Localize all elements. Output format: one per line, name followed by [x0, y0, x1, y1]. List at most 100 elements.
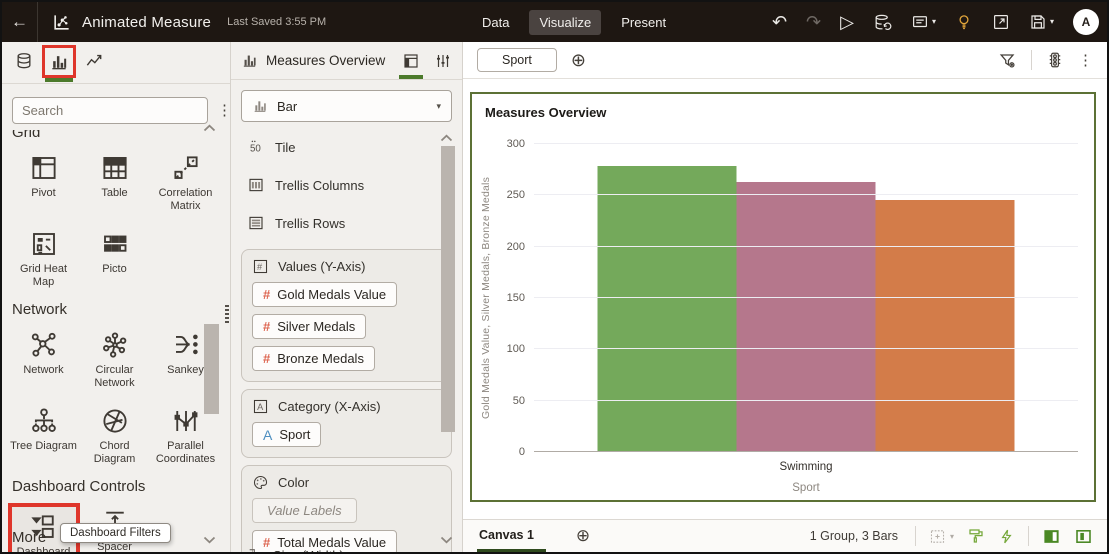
gridline: [534, 143, 1078, 144]
section-title: Dashboard Controls: [12, 477, 146, 495]
grammar-row-tile[interactable]: 50 Tile: [231, 128, 462, 166]
user-avatar[interactable]: A: [1073, 9, 1099, 35]
field-pill-label: Total Medals Value: [277, 535, 387, 550]
bar-silver-medals[interactable]: [736, 181, 876, 452]
mode-tabs: Data Visualize Present: [472, 9, 676, 35]
viz-item-grid-heat-map[interactable]: Grid Heat Map: [9, 225, 79, 289]
measure-icon: #: [263, 535, 271, 550]
x-axis-tick-label: Swimming: [779, 461, 833, 473]
section-collapse-chevron-up-icon[interactable]: [203, 124, 216, 132]
grammar-group-values-y-axis-: # Values (Y-Axis) # Gold Medals Value # Silve…: [241, 249, 452, 382]
sankey-icon: [171, 330, 201, 360]
add-canvas-plus-icon[interactable]: ⊕: [575, 526, 591, 545]
viz-title: Measures Overview: [266, 53, 386, 68]
viz-item-sankey[interactable]: Sankey: [151, 326, 221, 390]
grammar-scroll-up-chevron-icon[interactable]: [440, 134, 453, 142]
category-box-icon: A: [252, 398, 269, 415]
gridline: [534, 245, 1078, 247]
auto-insights-lightbulb-icon[interactable]: [955, 13, 973, 31]
canvas-kebab-menu-icon[interactable]: ⋮: [1078, 52, 1093, 69]
viz-item-label: Network: [23, 363, 64, 376]
bar-bronze-medals[interactable]: [875, 199, 1015, 452]
svg-text:#: #: [257, 262, 263, 272]
layout-panel-center-icon[interactable]: [1074, 527, 1093, 546]
canvas-area: Sport ⊕ ⋮ Measures Overview: [463, 42, 1107, 552]
section-items: Dashboard FiltersSpacer: [7, 502, 230, 552]
y-axis-tick: 250: [506, 189, 525, 202]
measure-icon: #: [263, 319, 271, 334]
viz-item-correlation-matrix[interactable]: Correlation Matrix: [151, 149, 221, 213]
field-pill-label: Silver Medals: [277, 319, 356, 334]
redo-icon[interactable]: ↷: [806, 12, 822, 32]
viz-item-label: Dashboard Filters: [16, 545, 71, 552]
mode-tab-visualize[interactable]: Visualize: [529, 9, 602, 35]
notes-icon[interactable]: ▾: [911, 13, 936, 31]
filter-settings-funnel-icon[interactable]: [998, 51, 1017, 70]
x-axis-title: Sport: [792, 482, 820, 494]
y-axis-tick: 100: [506, 343, 525, 356]
bar-chart-visualization[interactable]: Measures Overview Gold Medals Value, Sil…: [470, 92, 1096, 502]
search-options-kebab-icon[interactable]: ⋮: [217, 102, 231, 119]
grammar-row-trellis-rows[interactable]: Trellis Rows: [231, 204, 462, 242]
viz-item-table[interactable]: Table: [80, 149, 150, 213]
traffic-light-icon[interactable]: [1046, 51, 1064, 69]
left-panel-scrollbar[interactable]: [204, 324, 219, 414]
last-saved-label: Last Saved 3:55 PM: [227, 16, 327, 28]
grammar-row-label: Trellis Rows: [275, 215, 346, 231]
save-icon[interactable]: ▾: [1029, 13, 1054, 31]
panel-resize-gripper[interactable]: [225, 305, 229, 325]
lightning-bolt-icon[interactable]: [998, 528, 1015, 545]
preview-play-icon[interactable]: ▷: [840, 12, 854, 32]
field-pill-gold-medals-value[interactable]: # Gold Medals Value: [252, 282, 398, 307]
grammar-scroll-down-chevron-icon[interactable]: [440, 536, 453, 544]
analytics-tab-icon[interactable]: [84, 51, 104, 71]
filter-bar: Sport ⊕ ⋮: [463, 42, 1107, 79]
search-input[interactable]: [12, 96, 208, 124]
table-icon: [100, 153, 130, 183]
y-axis-tick: 150: [506, 292, 525, 304]
field-pill-silver-medals[interactable]: # Silver Medals: [252, 314, 367, 339]
canvas-layout-grid-icon[interactable]: ▾: [929, 528, 954, 545]
viz-item-pivot[interactable]: Pivot: [9, 149, 79, 213]
chart-type-select[interactable]: Bar ▾: [241, 90, 452, 122]
y-axis-tick: 0: [518, 446, 525, 458]
grammar-row-trellis-columns[interactable]: Trellis Columns: [231, 166, 462, 204]
mode-tab-present[interactable]: Present: [621, 14, 667, 30]
viz-item-label: Parallel Coordinates: [155, 439, 216, 465]
open-in-new-window-icon[interactable]: [992, 13, 1010, 31]
drop-target-value-labels[interactable]: Value Labels: [252, 498, 357, 523]
properties-tab-icon[interactable]: [434, 42, 452, 79]
mode-tab-data[interactable]: Data: [482, 14, 510, 30]
paint-roller-icon[interactable]: [967, 527, 985, 545]
canvas-tab[interactable]: Canvas 1: [477, 520, 546, 552]
visualizations-tab-icon[interactable]: [42, 45, 76, 78]
refresh-data-icon[interactable]: [873, 13, 892, 32]
field-pill-sport[interactable]: A Sport: [252, 422, 322, 447]
search-row: ⋮: [2, 90, 230, 130]
grammar-tab-icon[interactable]: [399, 42, 423, 79]
viz-item-chord-diagram[interactable]: Chord Diagram: [80, 402, 150, 466]
viz-item-parallel-coordinates[interactable]: Parallel Coordinates: [151, 402, 221, 466]
viz-item-dashboard-filters[interactable]: Dashboard Filters: [7, 502, 80, 552]
back-button[interactable]: ←: [2, 2, 38, 42]
field-pill-total-medals-value[interactable]: # Total Medals Value: [252, 530, 398, 552]
viz-item-circular-network[interactable]: Circular Network: [80, 326, 150, 390]
bar-gold-medals-value[interactable]: [597, 165, 737, 452]
viz-item-tree-diagram[interactable]: Tree Diagram: [9, 402, 79, 466]
y-axis-tick: 50: [512, 394, 525, 407]
add-filter-plus-icon[interactable]: ⊕: [570, 49, 586, 70]
size-width-row[interactable]: Size (Width): [247, 547, 344, 552]
divider: [1028, 526, 1029, 546]
section-collapse-chevron-down-icon[interactable]: [203, 536, 216, 544]
layout-panel-left-icon[interactable]: [1042, 527, 1061, 546]
viz-item-picto[interactable]: Picto: [80, 225, 150, 289]
grammar-panel-scrollbar[interactable]: [441, 146, 455, 432]
filter-chip-sport[interactable]: Sport: [477, 48, 557, 72]
field-pill-bronze-medals[interactable]: # Bronze Medals: [252, 346, 375, 371]
viz-item-label: Table: [101, 187, 128, 199]
undo-icon[interactable]: ↶: [771, 12, 788, 32]
viz-item-network[interactable]: Network: [9, 326, 79, 390]
data-tab-icon[interactable]: [14, 51, 34, 71]
section-more[interactable]: More: [12, 529, 47, 546]
viz-item-label: Chord Diagram: [93, 439, 136, 465]
